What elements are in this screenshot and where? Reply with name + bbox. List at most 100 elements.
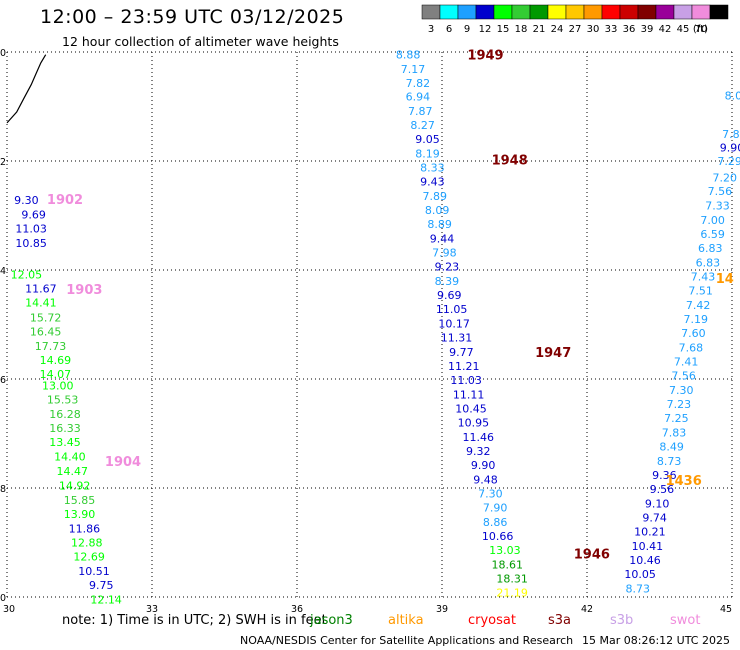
color-scale-swatch — [601, 4, 621, 20]
color-scale-label: 18 — [515, 24, 528, 35]
pass-time-label: 1949 — [467, 49, 503, 64]
pass-time-label: 14 — [716, 272, 734, 287]
wave-height-value: 7.19 — [684, 313, 709, 326]
wave-height-value: 6.83 — [696, 256, 721, 269]
color-scale-swatch — [421, 4, 441, 20]
wave-height-value: 18.31 — [496, 572, 528, 585]
wave-height-value: 10.46 — [629, 554, 661, 567]
wave-height-value: 15.85 — [64, 494, 96, 507]
wave-height-value: 15.53 — [47, 394, 79, 407]
color-scale-swatch — [655, 4, 675, 20]
legend-item-cryosat: cryosat — [468, 613, 516, 628]
wave-height-value: 7.20 — [713, 171, 738, 184]
wave-height-value: 10.41 — [632, 540, 664, 553]
wave-height-value: 11.21 — [448, 360, 480, 373]
wave-height-value: 8.39 — [435, 275, 460, 288]
color-scale-label: 30 — [587, 24, 600, 35]
wave-height-value: 7.83 — [662, 426, 687, 439]
x-tick-label: 33 — [146, 604, 158, 615]
wave-height-value: 16.28 — [49, 408, 81, 421]
color-scale-label: 15 — [497, 24, 510, 35]
wave-height-value: 7.51 — [688, 285, 713, 298]
wave-height-value: 9.48 — [473, 473, 498, 486]
wave-height-value: 9.90 — [471, 459, 496, 472]
pass-time-label: 1946 — [574, 547, 610, 562]
y-tick-label: -32 — [0, 157, 6, 168]
wave-height-value: 13.45 — [49, 436, 81, 449]
color-scale-swatch — [511, 4, 531, 20]
wave-height-value: 6.59 — [700, 228, 725, 241]
wave-height-value: 7.80 — [722, 128, 740, 141]
wave-height-value: 9.90 — [720, 141, 740, 154]
color-scale-label: 33 — [605, 24, 618, 35]
wave-height-value: 8.33 — [420, 162, 445, 175]
wave-height-value: 21.19 — [496, 587, 528, 600]
wave-height-value: 9.69 — [21, 208, 46, 221]
wave-height-value: 15.72 — [30, 311, 62, 324]
wave-height-value: 7.98 — [432, 247, 457, 260]
x-tick-label: 45 — [720, 604, 732, 615]
wave-height-value: 9.44 — [430, 232, 455, 245]
wave-height-value: 9.77 — [449, 346, 474, 359]
wave-height-value: 12.88 — [71, 537, 103, 550]
wave-height-value: 13.03 — [489, 544, 521, 557]
wave-height-value: 14.92 — [59, 479, 91, 492]
color-scale-swatch — [493, 4, 513, 20]
wave-height-value: 7.87 — [408, 105, 433, 118]
wave-height-value: 10.45 — [455, 402, 487, 415]
wave-height-value: 7.33 — [705, 200, 730, 213]
color-scale-swatch — [709, 4, 729, 20]
y-tick-label: -36 — [0, 375, 6, 386]
wave-height-value: 9.56 — [650, 483, 675, 496]
wave-height-value: 7.82 — [406, 77, 431, 90]
wave-height-value: 7.23 — [667, 398, 692, 411]
wave-height-value: 12.14 — [90, 594, 122, 607]
wave-height-value: 11.67 — [25, 283, 57, 296]
color-scale-swatch — [691, 4, 711, 20]
color-scale-swatch — [583, 4, 603, 20]
chart-subtitle: 12 hour collection of altimeter wave hei… — [62, 34, 339, 49]
color-scale-label: 45 — [677, 24, 690, 35]
wave-height-value: 9.69 — [437, 289, 462, 302]
wave-height-value: 7.56 — [671, 370, 696, 383]
wave-height-value: 8.73 — [657, 455, 682, 468]
wave-height-value: 14.69 — [40, 354, 72, 367]
wave-height-value: 12.69 — [73, 551, 105, 564]
wave-height-value: 7.68 — [679, 341, 704, 354]
color-scale-label: 9 — [464, 24, 470, 35]
chart-title: 12:00 – 23:59 UTC 03/12/2025 — [40, 6, 345, 28]
pass-time-label: 1903 — [66, 283, 102, 298]
wave-height-value: 9.23 — [435, 261, 460, 274]
wave-height-value: 11.11 — [453, 388, 485, 401]
y-tick-label: -30 — [0, 48, 6, 59]
wave-height-value: 11.03 — [15, 223, 47, 236]
color-scale-swatch — [529, 4, 549, 20]
wave-height-value: 7.30 — [478, 487, 503, 500]
wave-height-value: 9.43 — [420, 176, 445, 189]
wave-height-value: 13.90 — [64, 508, 96, 521]
wave-height-value: 7.56 — [708, 185, 733, 198]
x-tick-label: 39 — [436, 604, 448, 615]
wave-height-value: 6.83 — [698, 242, 723, 255]
wave-height-value: 8.09 — [425, 204, 450, 217]
wave-height-value: 8.89 — [427, 218, 452, 231]
wave-height-value: 8.73 — [626, 582, 651, 595]
wave-height-value: 8.88 — [396, 49, 421, 62]
wave-height-value: 9.30 — [14, 194, 39, 207]
color-scale-label: 21 — [533, 24, 546, 35]
color-scale-swatch — [457, 4, 477, 20]
pass-time-label: 1436 — [666, 474, 702, 489]
wave-height-value: 10.05 — [624, 568, 656, 581]
color-scale-label: 3 — [428, 24, 434, 35]
color-scale-label: 70 — [695, 24, 708, 35]
wave-height-value: 14.41 — [25, 297, 57, 310]
legend-item-swot: swot — [670, 613, 701, 628]
color-scale-label: 36 — [623, 24, 636, 35]
wave-height-value: 7.89 — [423, 190, 448, 203]
wave-height-value: 7.41 — [674, 356, 699, 369]
wave-height-value: 10.17 — [438, 317, 470, 330]
color-scale-swatch — [619, 4, 639, 20]
wave-height-value: 7.00 — [700, 214, 725, 227]
